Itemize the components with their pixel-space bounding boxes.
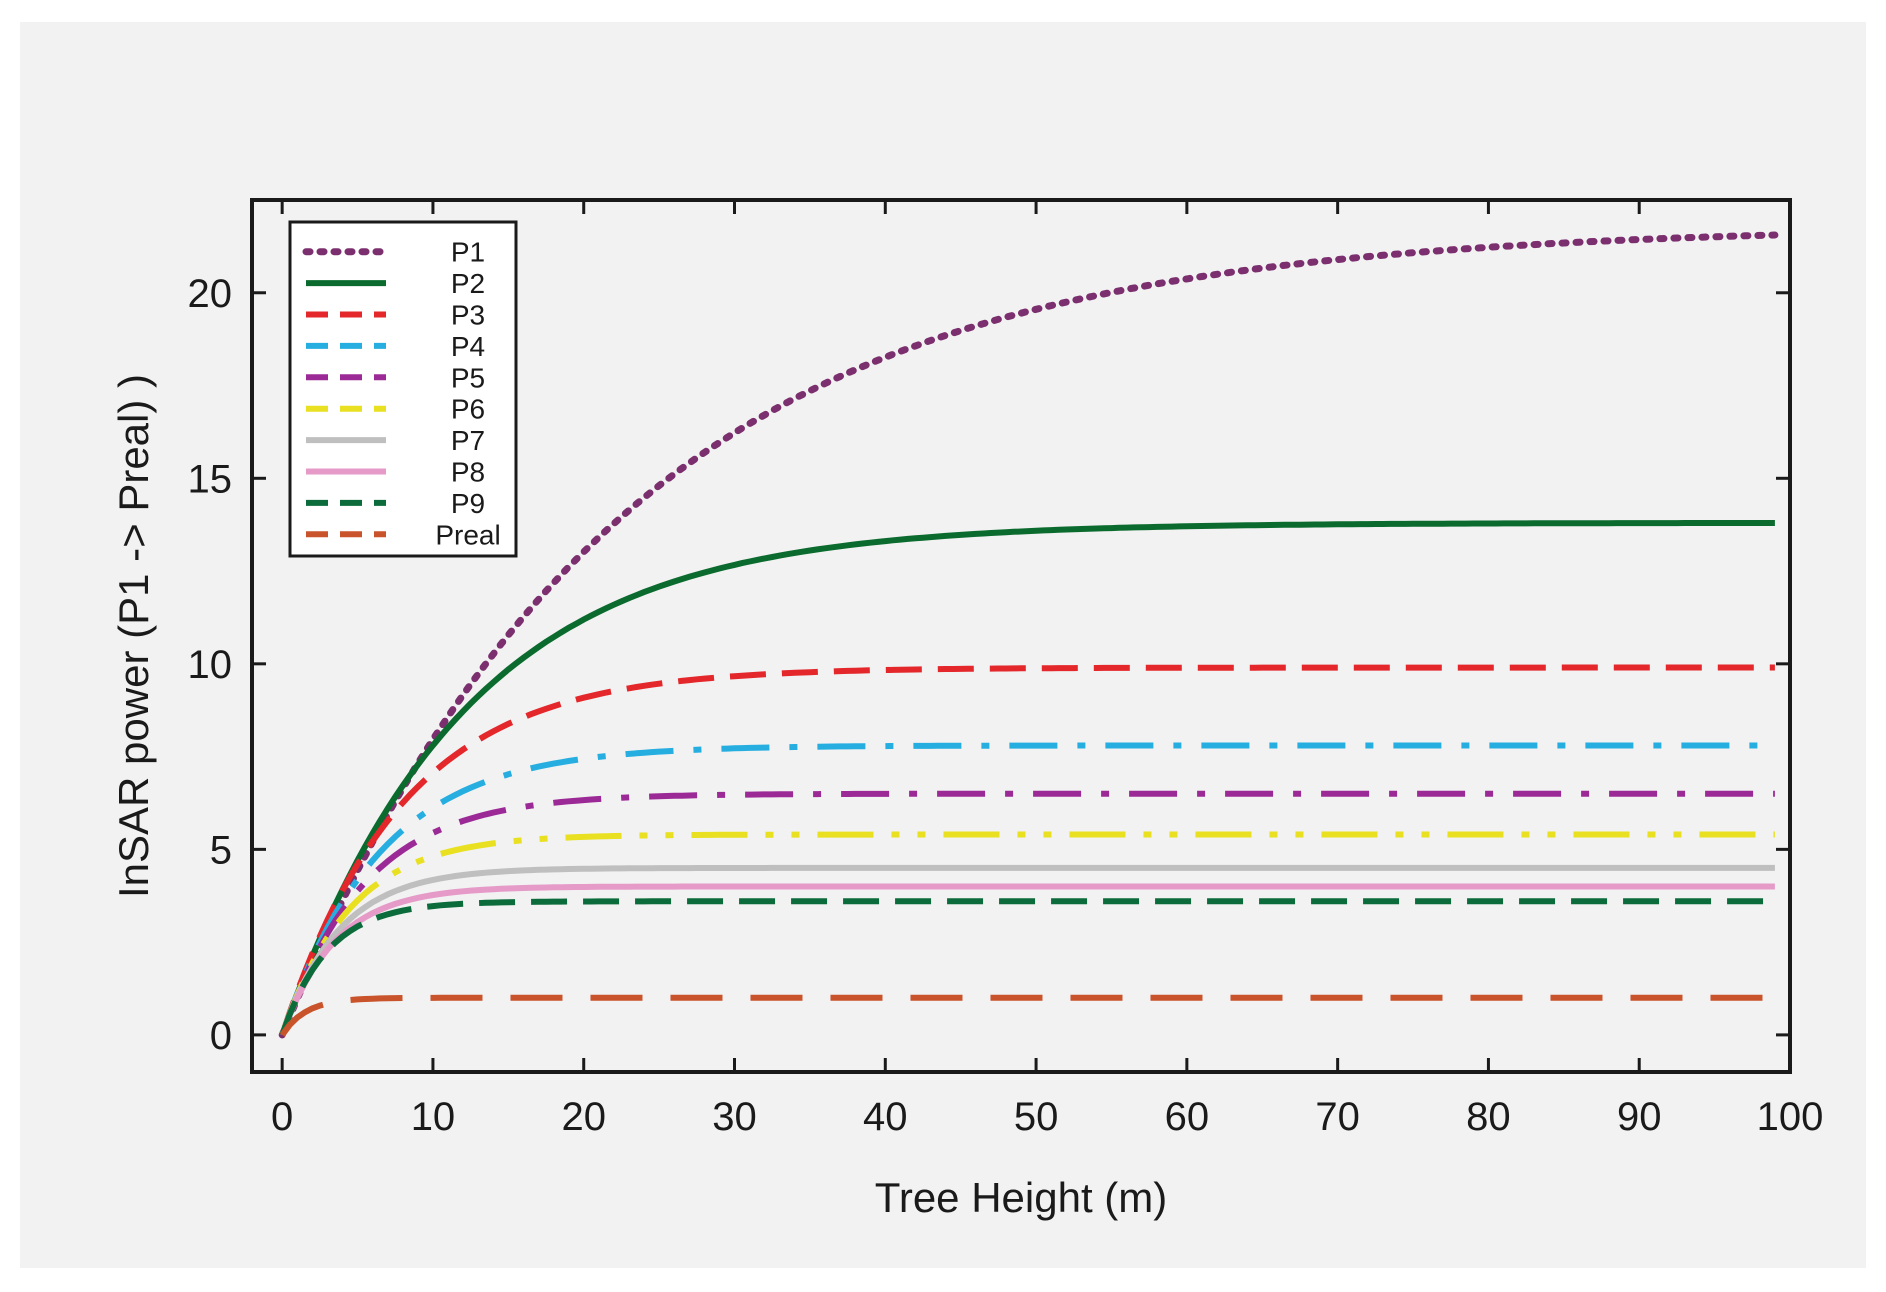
x-tick-label: 70 (1315, 1095, 1360, 1139)
series-line-p1 (278, 231, 1779, 1039)
legend-label-p8: P8 (451, 457, 485, 488)
series-line-p2 (279, 520, 1775, 1036)
y-tick-label: 5 (210, 828, 232, 872)
series-line-p5 (279, 790, 1775, 1036)
y-axis-title: InSAR power (P1 -> Preal) ) (110, 374, 157, 898)
plot-frame (250, 198, 1792, 1074)
legend-label-p1: P1 (451, 237, 485, 268)
legend-label-p5: P5 (451, 362, 485, 393)
x-tick-label: 10 (411, 1095, 456, 1139)
legend-label-p4: P4 (451, 331, 485, 362)
legend-label-p3: P3 (451, 300, 485, 331)
x-tick-label: 0 (271, 1095, 293, 1139)
legend-label-preal: Preal (435, 519, 500, 550)
x-axis-title: Tree Height (m) (875, 1174, 1168, 1221)
legend-label-p9: P9 (451, 488, 485, 519)
series-line-preal (279, 994, 1775, 1037)
x-tick-label: 40 (863, 1095, 908, 1139)
x-tick-label: 50 (1014, 1095, 1059, 1139)
x-tick-label: 80 (1466, 1095, 1511, 1139)
legend-label-p7: P7 (451, 425, 485, 456)
series-line-p6 (279, 831, 1775, 1036)
chart: 0 10 20 30 40 50 60 70 80 90 100 0 5 10 15 20 Tree Heig… (110, 198, 1824, 1221)
x-tick-label: 20 (561, 1095, 606, 1139)
series-line-p3 (279, 664, 1775, 1036)
y-tick-label: 20 (188, 272, 233, 316)
x-tick-label: 30 (712, 1095, 757, 1139)
plot-content (278, 231, 1779, 1039)
figure-panel: 0 10 20 30 40 50 60 70 80 90 100 0 5 10 15 20 Tree Heig… (20, 22, 1866, 1268)
y-tick-label: 15 (188, 457, 233, 501)
x-tick-label: 100 (1757, 1095, 1824, 1139)
legend-label-p6: P6 (451, 394, 485, 425)
series-line-p4 (279, 742, 1775, 1036)
series-line-p9 (279, 898, 1775, 1036)
x-tick-label: 90 (1617, 1095, 1662, 1139)
x-tick-label: 60 (1165, 1095, 1210, 1139)
y-tick-label: 0 (210, 1014, 232, 1058)
y-tick-label: 10 (188, 643, 233, 687)
legend-label-p2: P2 (451, 268, 485, 299)
series-line-p7 (279, 864, 1775, 1036)
series-line-p8 (279, 883, 1775, 1036)
axis-ticks: 0 10 20 30 40 50 60 70 80 90 100 0 5 10 15 20 (188, 200, 1824, 1139)
